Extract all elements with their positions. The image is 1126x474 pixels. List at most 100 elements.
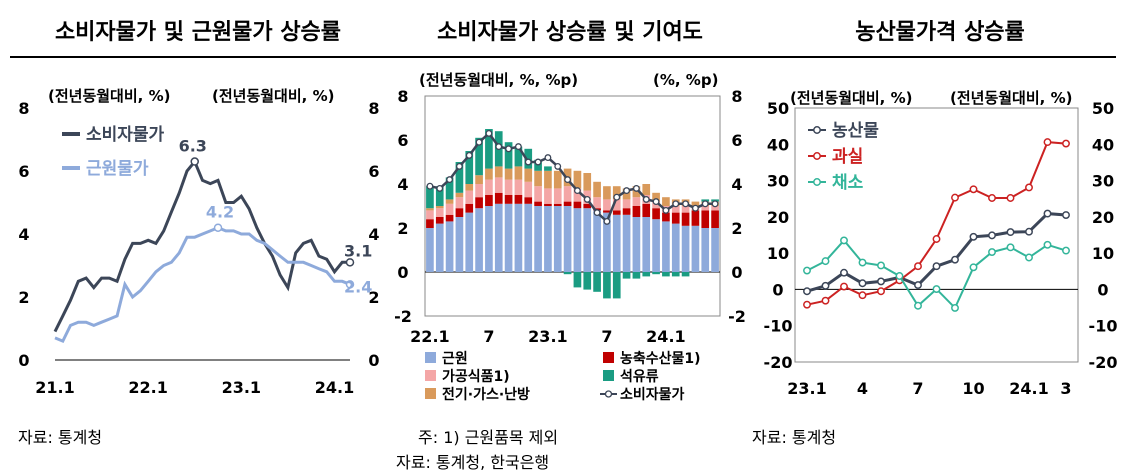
bar-segment	[603, 186, 611, 200]
bar-segment	[612, 186, 621, 200]
bar-segment	[475, 208, 483, 272]
y-tick-label-right: 6	[731, 131, 742, 150]
bar-segment	[514, 203, 523, 272]
bar-segment	[593, 272, 601, 292]
legend-label: 채소	[832, 173, 864, 193]
y-tick-label-right: -20	[1089, 353, 1118, 372]
series-marker	[1025, 227, 1033, 236]
legend-label: 석유류	[620, 369, 659, 385]
y-tick-label-right: 8	[731, 87, 742, 106]
bar-segment	[612, 214, 621, 272]
bar-segment	[524, 203, 533, 272]
series-marker	[969, 232, 978, 241]
series-marker	[988, 248, 996, 257]
series-marker	[877, 287, 885, 296]
bar-segment	[475, 137, 483, 176]
bar-segment	[573, 188, 582, 202]
peak-marker	[190, 157, 199, 166]
series-marker	[1043, 138, 1052, 147]
x-tick-label: 7	[912, 379, 923, 398]
legend-label: 근원물가	[86, 159, 149, 179]
bar-segment	[701, 210, 710, 228]
bar-segment	[534, 206, 542, 272]
bar-segment	[544, 170, 552, 189]
y-tick-label-left: -2	[394, 307, 412, 326]
y-tick-label-left: 50	[767, 99, 789, 118]
series-marker	[1062, 211, 1070, 219]
y-tick-label-right: 10	[1092, 244, 1114, 263]
x-tick-label: 10	[962, 379, 984, 398]
bar-segment	[622, 272, 631, 279]
bar-segment	[632, 217, 641, 272]
cpi-marker	[505, 145, 513, 153]
cpi-marker	[554, 162, 562, 170]
bar-segment	[603, 212, 611, 272]
series-marker	[951, 193, 959, 202]
bar-segment	[455, 208, 464, 217]
bar-segment	[494, 192, 503, 204]
bar-segment	[642, 272, 651, 277]
cpi-marker	[672, 200, 680, 208]
legend-label: 전기·가스·난방	[442, 386, 530, 403]
series-marker	[914, 262, 922, 271]
bar-segment	[573, 208, 582, 272]
series-marker	[895, 272, 904, 280]
bar-segment	[435, 217, 444, 224]
legend-swatch	[425, 352, 436, 363]
cpi-marker	[514, 143, 522, 151]
plot-frame	[424, 95, 721, 317]
bar-segment	[662, 221, 670, 272]
right-chart-title: 농산물가격 상승률	[855, 20, 1025, 45]
bar-segment	[583, 203, 592, 209]
y-tick-label-left: 2	[397, 219, 408, 238]
bar-segment	[662, 272, 670, 277]
bar-segment	[504, 179, 513, 195]
bar-segment	[445, 199, 454, 204]
bar-segment	[612, 210, 621, 215]
bar-segment	[544, 206, 552, 272]
bar-segment	[485, 195, 493, 206]
series-marker	[914, 301, 922, 310]
cpi-marker	[583, 195, 591, 203]
bar-segment	[573, 170, 582, 189]
bar-segment	[455, 217, 464, 272]
series-marker	[877, 261, 885, 270]
bar-segment	[445, 177, 454, 200]
x-tick-label: 22.1	[410, 327, 449, 346]
right-source-note: 자료: 통계청	[752, 428, 837, 447]
bar-segment	[514, 195, 523, 204]
bar-segment	[426, 210, 434, 220]
bar-segment	[632, 197, 641, 206]
bar-segment	[485, 129, 493, 169]
bar-segment	[553, 206, 562, 272]
y-tick-label-right: 30	[1092, 172, 1114, 191]
bar-segment	[701, 206, 710, 211]
y-axis-label-left: (전년동월대비, %)	[48, 87, 170, 105]
bar-segment	[612, 199, 621, 211]
series-marker	[858, 258, 867, 267]
bar-segment	[662, 197, 670, 206]
bar-segment	[544, 166, 552, 171]
bar-segment	[622, 214, 631, 272]
bar-segment	[681, 272, 690, 277]
legend-label: 농축수산물1)	[620, 350, 701, 367]
cpi-marker	[613, 193, 621, 201]
series-marker	[840, 236, 848, 245]
x-tick-label: 23.1	[528, 327, 567, 346]
y-axis-label-right: (전년동월대비, %)	[950, 89, 1072, 107]
bar-segment	[465, 190, 474, 204]
bar-segment	[681, 206, 690, 213]
bar-segment	[711, 228, 719, 272]
legend-swatch	[425, 388, 436, 399]
bar-segment	[514, 166, 523, 180]
y-tick-label-left: 8	[18, 99, 29, 118]
bar-segment	[612, 272, 621, 299]
y-tick-label-left: 2	[18, 288, 29, 307]
y-tick-label-left: 20	[767, 208, 789, 227]
series-marker	[1062, 246, 1070, 255]
cpi-marker	[524, 158, 532, 166]
bar-segment	[573, 201, 582, 209]
y-tick-label-left: -20	[764, 353, 793, 372]
bar-segment	[652, 208, 660, 220]
legend-swatch-marker	[604, 390, 613, 398]
